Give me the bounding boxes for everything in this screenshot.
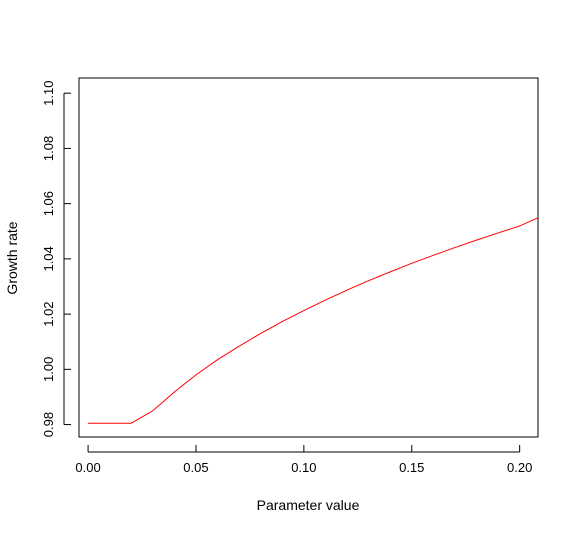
y-tick-label: 1.06 [41, 191, 56, 216]
plot-box [78, 77, 539, 438]
x-tick-label: 0.20 [507, 460, 532, 475]
series-line [88, 217, 539, 424]
y-tick-label: 1.00 [41, 357, 56, 382]
x-axis-title: Parameter value [257, 497, 360, 513]
y-tick-label: 1.10 [41, 81, 56, 106]
x-tick-label: 0.00 [75, 460, 100, 475]
x-tick-label: 0.10 [291, 460, 316, 475]
y-tick-label: 0.98 [41, 412, 56, 437]
y-axis-title: Growth rate [4, 221, 20, 294]
x-axis: 0.00 0.05 0.10 0.15 0.20 [75, 445, 532, 475]
y-tick-label: 1.04 [41, 246, 56, 271]
y-tick-label: 1.08 [41, 136, 56, 161]
y-axis: 0.98 1.00 1.02 1.04 1.06 1.08 1.10 [41, 81, 71, 437]
x-tick-label: 0.05 [183, 460, 208, 475]
series-layer [88, 217, 539, 424]
x-tick-label: 0.15 [399, 460, 424, 475]
y-tick-label: 1.02 [41, 301, 56, 326]
